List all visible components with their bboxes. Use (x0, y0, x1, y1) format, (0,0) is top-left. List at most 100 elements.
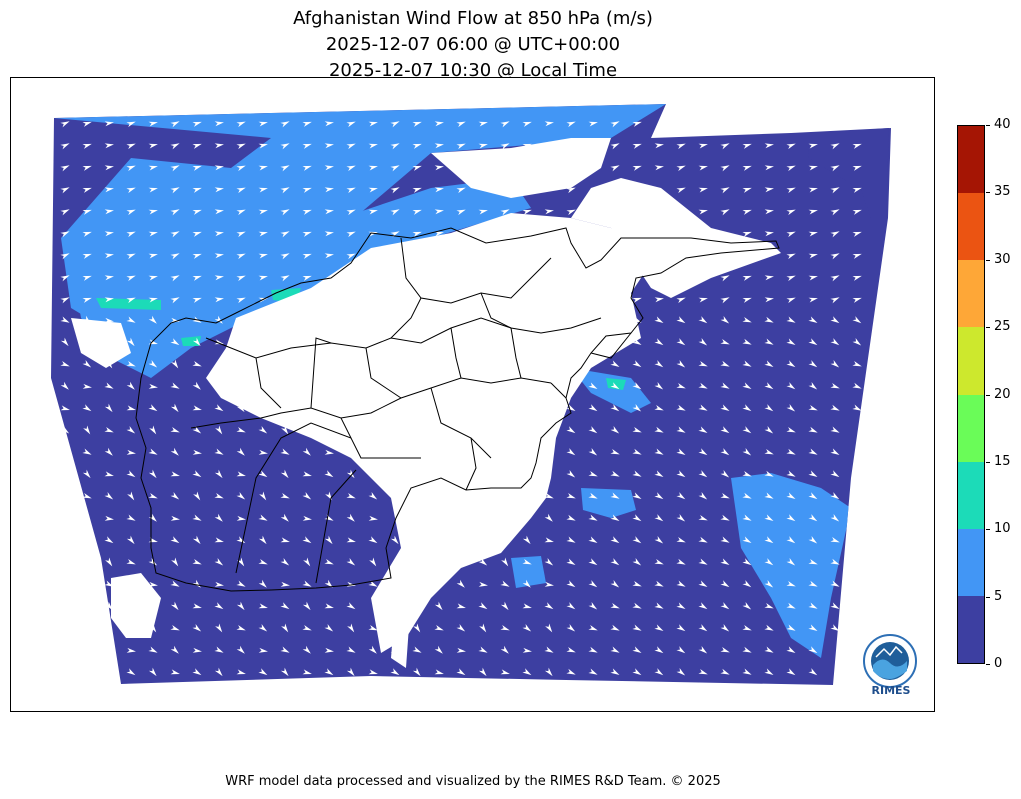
wind-arrow (324, 470, 334, 478)
wind-arrow (412, 667, 421, 677)
wind-arrow (742, 426, 752, 434)
colorbar-tick (986, 394, 990, 396)
wind-arrow (720, 536, 730, 543)
wind-arrow (104, 143, 114, 149)
wind-arrow (170, 187, 180, 194)
wind-arrow (566, 646, 576, 653)
wind-arrow (610, 668, 620, 675)
wind-arrow (126, 535, 135, 545)
wind-arrow (632, 580, 642, 587)
wind-arrow (610, 404, 620, 412)
wind-arrow (544, 557, 554, 566)
wind-arrow (60, 275, 70, 282)
wind-arrow (236, 253, 246, 260)
wind-arrow (236, 297, 246, 304)
wind-arrow (676, 580, 686, 587)
wind-arrow (456, 143, 466, 150)
wind-arrow (808, 448, 818, 455)
wind-arrow (302, 209, 312, 215)
wind-arrow (412, 231, 422, 237)
wind-arrow (104, 317, 114, 323)
wind-arrow (786, 403, 796, 412)
wind-arrow (214, 448, 224, 455)
wind-arrow (302, 275, 312, 281)
wind-arrow (214, 339, 224, 345)
wind-arrow (654, 448, 664, 455)
wind-arrow (522, 558, 532, 565)
wind-arrow (566, 448, 576, 456)
wind-arrow (808, 492, 818, 500)
wind-arrow (588, 668, 598, 675)
colorbar-tick-label: 40 (994, 117, 1011, 132)
wind-arrow (192, 209, 202, 215)
wind-arrow (170, 403, 179, 413)
wind-arrow (148, 513, 157, 522)
wind-arrow (478, 602, 488, 610)
wind-arrow (82, 492, 92, 499)
wind-arrow (170, 209, 180, 216)
wind-arrow (148, 667, 157, 677)
wind-arrow (126, 405, 136, 411)
wind-arrow (544, 537, 554, 543)
colorbar-tick-label: 25 (994, 319, 1011, 335)
wind-arrow (720, 668, 730, 675)
wind-arrow (126, 360, 136, 367)
wind-arrow (500, 209, 510, 216)
wind-arrow (170, 121, 180, 128)
wind-arrow (786, 165, 796, 172)
wind-arrow (544, 667, 553, 677)
wind-arrow (192, 187, 202, 193)
wind-arrow (588, 536, 598, 543)
wind-arrow (764, 536, 774, 544)
wind-arrow (588, 601, 598, 610)
wind-arrow (236, 645, 245, 654)
wind-arrow (104, 297, 114, 303)
wind-arrow (808, 514, 818, 522)
wind-arrow (698, 645, 708, 654)
wind-arrow (302, 187, 312, 193)
wind-arrow (786, 143, 796, 150)
wind-arrow (236, 669, 246, 675)
wind-arrow (390, 231, 400, 238)
wind-arrow (456, 668, 466, 676)
wind-arrow (456, 187, 466, 194)
wind-arrow (171, 557, 179, 567)
wind-arrow (412, 646, 422, 653)
wind-arrow (236, 121, 246, 128)
wind-arrow (808, 297, 818, 303)
wind-arrow (236, 515, 246, 521)
wind-arrow (280, 646, 290, 653)
wind-arrow (610, 470, 620, 477)
wind-arrow (588, 558, 598, 566)
wind-arrow (390, 121, 400, 128)
wind-arrow (258, 449, 268, 455)
rimes-globe-icon (863, 634, 917, 688)
wind-arrow (258, 558, 268, 565)
wind-arrow (82, 209, 92, 215)
wind-arrow (786, 426, 796, 433)
wind-arrow (852, 316, 862, 324)
wind-arrow (214, 253, 224, 259)
wind-arrow (192, 253, 202, 259)
wind-arrow (742, 404, 752, 412)
wind-arrow (456, 647, 466, 653)
wind-arrow (324, 535, 333, 545)
colorbar-tick-label: 35 (994, 184, 1011, 200)
wind-arrow (214, 315, 223, 324)
wind-arrow (786, 297, 796, 304)
wind-arrow (149, 425, 157, 435)
wind-arrow (324, 623, 334, 632)
wind-arrow (148, 275, 158, 281)
wind-arrow (412, 121, 422, 127)
wind-arrow (148, 557, 158, 566)
wind-arrow (654, 143, 664, 149)
wind-arrow (192, 425, 202, 434)
wind-arrow (698, 165, 708, 171)
wind-arrow (698, 470, 708, 478)
wind-arrow (346, 253, 356, 260)
wind-arrow (412, 209, 422, 215)
wind-arrow (654, 470, 664, 477)
wind-arrow (632, 426, 642, 433)
wind-arrow (236, 580, 246, 587)
wind-arrow (236, 471, 246, 477)
